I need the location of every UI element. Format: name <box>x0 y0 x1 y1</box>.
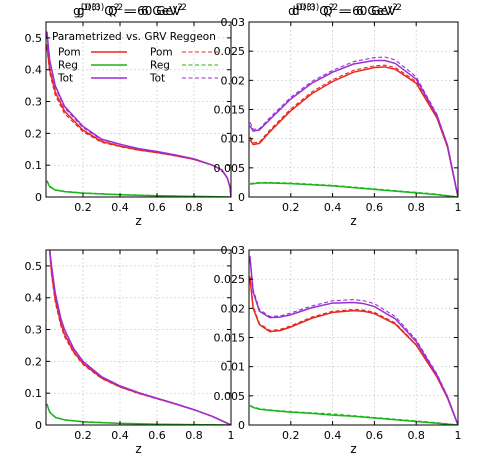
x-tick-label: 1 <box>228 429 235 442</box>
y-tick-label: 0.4 <box>25 64 43 77</box>
y-tick-label: 0.02 <box>221 74 246 87</box>
series-line-reg-dashed <box>46 403 231 425</box>
x-axis-label: z <box>350 442 356 456</box>
y-tick-label: 0.015 <box>214 332 246 345</box>
legend-label-dashed-tot: Tot <box>149 73 165 85</box>
legend-label-pom: Pom <box>58 47 81 59</box>
chart-title: dD(3) Q2 = 60 GeV2 <box>288 3 402 18</box>
legend-label-tot: Tot <box>57 73 73 85</box>
x-tick-label: 0.2 <box>74 201 92 214</box>
series-line-reg-dashed <box>249 404 458 425</box>
series-line-pom-solid <box>249 66 458 197</box>
y-tick-label: 0 <box>35 191 42 204</box>
y-tick-label: 0.4 <box>25 292 43 305</box>
x-axis-label: z <box>135 214 141 228</box>
y-tick-label: 0.03 <box>221 244 246 257</box>
x-tick-label: 0.2 <box>282 429 300 442</box>
y-tick-label: 0.1 <box>25 387 43 400</box>
series-line-pom-dashed <box>249 276 458 425</box>
chart-panel-1: 0.2 0.4 0.6 0.8 1 0 0.1 0.2 0.3 0.4 0.5 z gD(3) Q2 =… <box>25 3 235 228</box>
x-tick-label: 1 <box>455 429 462 442</box>
chart-panel-2: 0.2 0.4 0.6 0.8 100.0050.010.0150.020.0250.0… <box>214 3 462 228</box>
series-line-pom-dashed <box>46 47 231 197</box>
plot-frame <box>45 249 232 426</box>
series-line-reg-solid <box>249 182 458 197</box>
series-group <box>249 56 458 197</box>
chart-title: gD(3) Q2 = 6 GeV2 <box>77 3 183 18</box>
series-line-tot-dashed <box>49 250 231 425</box>
x-tick-label: 0.4 <box>324 201 342 214</box>
x-tick-label: 0.2 <box>282 201 300 214</box>
x-tick-label: 1 <box>228 201 235 214</box>
y-tick-label: 0.3 <box>25 324 43 337</box>
y-tick-label: 0.025 <box>214 273 246 286</box>
legend-label-reg: Reg <box>58 60 78 72</box>
y-tick-label: 0.2 <box>25 355 43 368</box>
y-tick-label: 0.3 <box>25 96 43 109</box>
y-tick-label: 0.2 <box>25 127 43 140</box>
series-line-pom-dashed <box>249 64 458 197</box>
y-tick-label: 0.025 <box>214 45 246 58</box>
y-tick-label: 0.01 <box>221 361 246 374</box>
legend-header-right: vs. GRV Reggeon <box>126 31 216 43</box>
y-tick-label: 0.5 <box>25 32 43 45</box>
y-tick-label: 0.1 <box>25 159 43 172</box>
legend-header-left: Parametrized <box>52 31 122 43</box>
x-tick-label: 0.6 <box>366 429 384 442</box>
y-tick-label: 0 <box>238 191 245 204</box>
x-tick-label: 1 <box>455 201 462 214</box>
y-tick-label: 0.015 <box>214 104 246 117</box>
chart-panel-3: 0.2 0.4 0.6 0.8 1 0 0.1 0.2 0.3 0.4 0.5 z gD(3) Q2 =… <box>25 3 235 456</box>
series-line-tot-solid <box>249 59 458 197</box>
y-tick-label: 0.01 <box>221 133 246 146</box>
series-line-reg-solid <box>46 404 231 425</box>
y-tick-label: 0.005 <box>214 390 246 403</box>
series-group <box>46 250 231 425</box>
series-line-reg-dashed <box>46 180 231 197</box>
y-tick-label: 0.02 <box>221 302 246 315</box>
x-tick-label: 0.4 <box>111 429 129 442</box>
x-tick-label: 0.4 <box>324 429 342 442</box>
series-line-pom-solid <box>249 279 458 425</box>
series-line-tot-dashed <box>249 56 458 197</box>
x-tick-label: 0.8 <box>407 201 425 214</box>
series-group <box>249 255 458 425</box>
y-tick-label: 0.5 <box>25 260 43 273</box>
y-tick-label: 0.005 <box>214 162 246 175</box>
y-tick-label: 0.03 <box>221 16 246 29</box>
series-line-tot-dashed <box>46 34 231 197</box>
series-line-pom-solid <box>48 250 231 425</box>
chart-title: gD(3) Q2 = 60 GeV2 <box>73 3 187 18</box>
x-tick-label: 0.8 <box>185 429 203 442</box>
x-tick-label: 0.2 <box>74 429 92 442</box>
x-axis-label: z <box>350 214 356 228</box>
x-tick-label: 0.4 <box>111 201 129 214</box>
y-tick-label: 0 <box>238 419 245 432</box>
series-line-tot-solid <box>48 250 231 425</box>
chart-panel-4: 0.2 0.4 0.6 0.8 100.0050.010.0150.020.0250.0… <box>214 3 462 456</box>
x-tick-label: 0.8 <box>185 201 203 214</box>
series-line-pom-dashed <box>49 253 231 425</box>
x-tick-label: 0.6 <box>148 201 166 214</box>
x-axis-label: z <box>135 442 141 456</box>
series-line-tot-dashed <box>249 255 458 425</box>
series-line-reg-solid <box>46 180 231 197</box>
x-tick-label: 0.6 <box>148 429 166 442</box>
x-tick-label: 0.6 <box>366 201 384 214</box>
legend-label-dashed-pom: Pom <box>150 47 173 59</box>
y-tick-label: 0 <box>35 419 42 432</box>
x-tick-label: 0.8 <box>407 429 425 442</box>
legend-label-dashed-reg: Reg <box>150 60 170 72</box>
chart-title: dD(3) Q2 = 6 GeV2 <box>292 3 398 18</box>
plot-frame <box>45 21 232 198</box>
series-line-tot-solid <box>249 258 458 425</box>
series-line-reg-dashed <box>249 181 458 197</box>
